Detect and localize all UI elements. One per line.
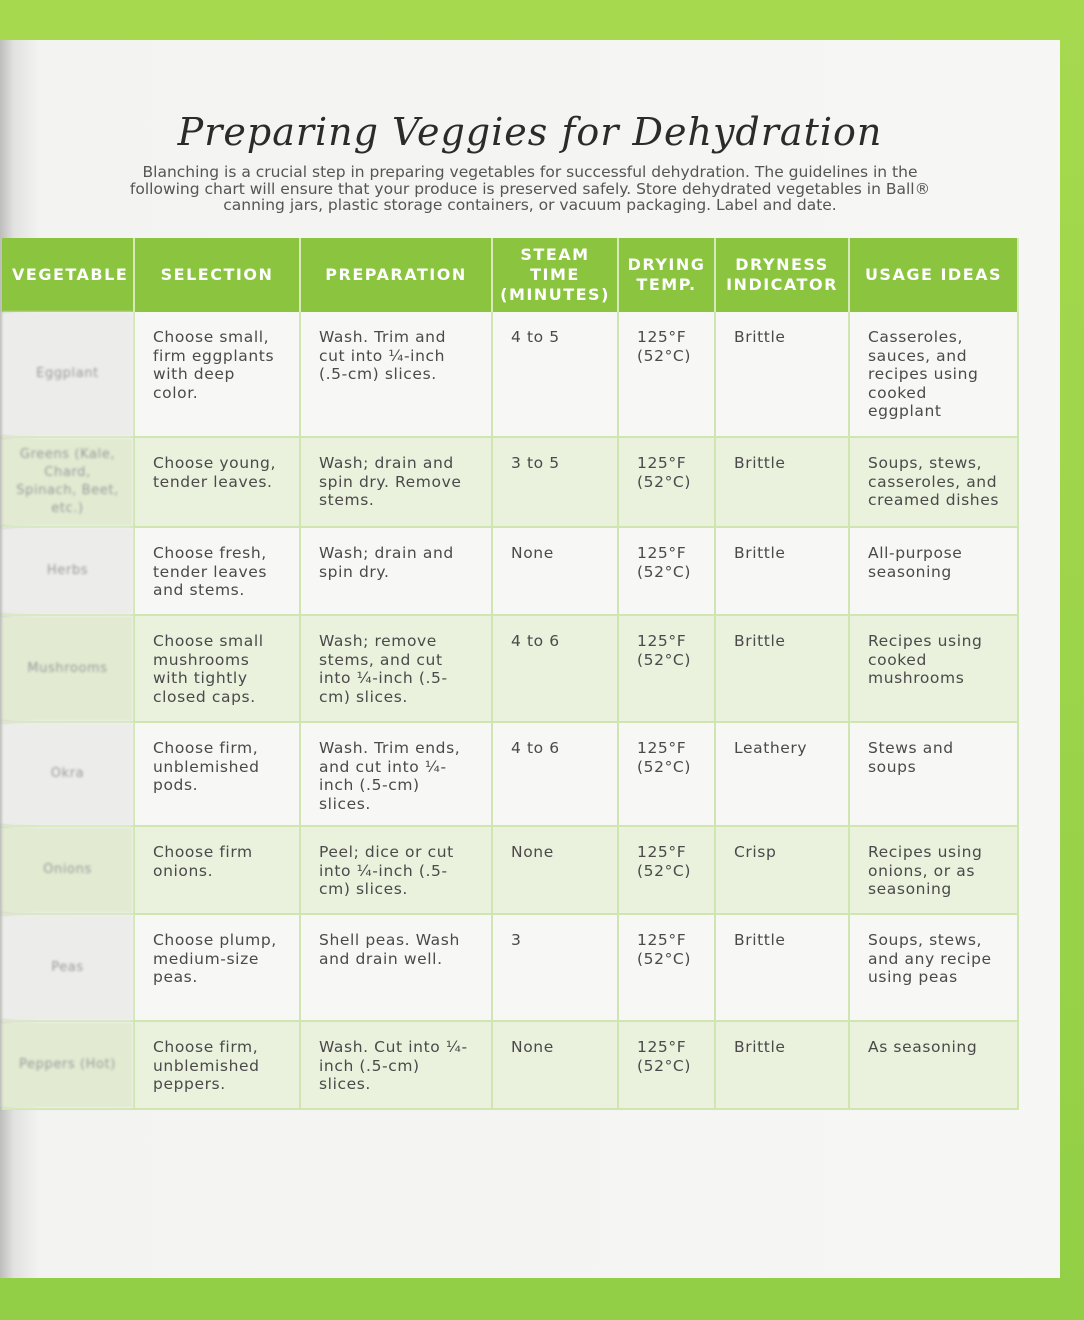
header-drying-temp: DRYING TEMP.: [618, 238, 716, 312]
header-steam-time: STEAM TIME (MINUTES): [492, 238, 619, 312]
cell-usage: Casseroles, sauces, and recipes using co…: [849, 312, 1019, 438]
cell-preparation: Shell peas. Wash and drain well.: [300, 914, 493, 1022]
table-row: Peas Choose plump, medium-size peas. She…: [2, 914, 1019, 1022]
table-row: Mushrooms Choose small mushrooms with ti…: [2, 615, 1019, 723]
cell-drying-temp: 125°F (52°C): [618, 826, 716, 915]
cell-preparation: Wash; drain and spin dry. Remove stems.: [300, 437, 493, 528]
cell-vegetable: Mushrooms: [2, 615, 135, 723]
cell-dryness: Leathery: [715, 722, 850, 827]
cell-drying-temp: 125°F (52°C): [618, 914, 716, 1022]
cell-dryness: Crisp: [715, 826, 850, 915]
cell-drying-temp: 125°F (52°C): [618, 1021, 716, 1110]
cell-dryness: Brittle: [715, 527, 850, 616]
cell-preparation: Wash; drain and spin dry.: [300, 527, 493, 616]
cell-drying-temp: 125°F (52°C): [618, 722, 716, 827]
cell-dryness: Brittle: [715, 312, 850, 438]
cell-usage: Stews and soups: [849, 722, 1019, 827]
cell-usage: Soups, stews, and any recipe using peas: [849, 914, 1019, 1022]
dehydration-table: VEGETABLE SELECTION PREPARATION STEAM TI…: [2, 238, 1019, 1110]
page-title: Preparing Veggies for Dehydration: [177, 110, 883, 154]
cell-selection: Choose firm onions.: [134, 826, 301, 915]
table-row: Greens (Kale, Chard, Spinach, Beet, etc.…: [2, 437, 1019, 528]
cell-selection: Choose firm, unblemished peppers.: [134, 1021, 301, 1110]
cell-selection: Choose small mushrooms with tightly clos…: [134, 615, 301, 723]
cell-drying-temp: 125°F (52°C): [618, 437, 716, 528]
cell-steam-time: 4 to 6: [492, 615, 619, 723]
cell-vegetable: Peas: [2, 914, 135, 1022]
table-row: Peppers (Hot) Choose firm, unblemished p…: [2, 1021, 1019, 1110]
book-page: Preparing Veggies for Dehydration Blanch…: [0, 40, 1060, 1278]
cell-usage: Recipes using onions, or as seasoning: [849, 826, 1019, 915]
cell-steam-time: None: [492, 527, 619, 616]
cell-usage: Recipes using cooked mushrooms: [849, 615, 1019, 723]
cell-drying-temp: 125°F (52°C): [618, 615, 716, 723]
table-row: Eggplant Choose small, firm eggplants wi…: [2, 312, 1019, 438]
cell-steam-time: 4 to 6: [492, 722, 619, 827]
cell-vegetable: Greens (Kale, Chard, Spinach, Beet, etc.…: [2, 437, 135, 528]
cell-usage: All-purpose seasoning: [849, 527, 1019, 616]
table-row: Okra Choose firm, unblemished pods. Wash…: [2, 722, 1019, 827]
cell-steam-time: 3: [492, 914, 619, 1022]
cell-drying-temp: 125°F (52°C): [618, 312, 716, 438]
cell-preparation: Peel; dice or cut into ¼-inch (.5-cm) sl…: [300, 826, 493, 915]
cell-vegetable: Okra: [2, 722, 135, 827]
cell-selection: Choose firm, unblemished pods.: [134, 722, 301, 827]
cell-selection: Choose plump, medium-size peas.: [134, 914, 301, 1022]
header-selection: SELECTION: [134, 238, 301, 312]
intro-paragraph: Blanching is a crucial step in preparing…: [129, 163, 931, 214]
cell-selection: Choose fresh, tender leaves and stems.: [134, 527, 301, 616]
cell-vegetable: Eggplant: [2, 312, 135, 438]
cell-usage: As seasoning: [849, 1021, 1019, 1110]
cell-preparation: Wash; remove stems, and cut into ¼-inch …: [300, 615, 493, 723]
cell-vegetable: Peppers (Hot): [2, 1021, 135, 1110]
cell-dryness: Brittle: [715, 615, 850, 723]
cell-dryness: Brittle: [715, 914, 850, 1022]
header-dryness-indicator: DRYNESS INDICATOR: [715, 238, 850, 312]
table-row: Herbs Choose fresh, tender leaves and st…: [2, 527, 1019, 616]
cell-vegetable: Herbs: [2, 527, 135, 616]
cell-steam-time: None: [492, 1021, 619, 1110]
table-row: Onions Choose firm onions. Peel; dice or…: [2, 826, 1019, 915]
header-usage-ideas: USAGE IDEAS: [849, 238, 1019, 312]
cell-preparation: Wash. Trim ends, and cut into ¼-inch (.5…: [300, 722, 493, 827]
cell-selection: Choose small, firm eggplants with deep c…: [134, 312, 301, 438]
cell-preparation: Wash. Cut into ¼-inch (.5-cm) slices.: [300, 1021, 493, 1110]
cell-steam-time: 4 to 5: [492, 312, 619, 438]
cell-usage: Soups, stews, casseroles, and creamed di…: [849, 437, 1019, 528]
cell-steam-time: 3 to 5: [492, 437, 619, 528]
cell-dryness: Brittle: [715, 437, 850, 528]
header-preparation: PREPARATION: [300, 238, 493, 312]
table-header-row: VEGETABLE SELECTION PREPARATION STEAM TI…: [2, 238, 1019, 312]
cell-vegetable: Onions: [2, 826, 135, 915]
cell-preparation: Wash. Trim and cut into ¼-inch (.5-cm) s…: [300, 312, 493, 438]
header-vegetable: VEGETABLE: [2, 238, 135, 312]
cell-dryness: Brittle: [715, 1021, 850, 1110]
cell-drying-temp: 125°F (52°C): [618, 527, 716, 616]
cell-selection: Choose young, tender leaves.: [134, 437, 301, 528]
cell-steam-time: None: [492, 826, 619, 915]
